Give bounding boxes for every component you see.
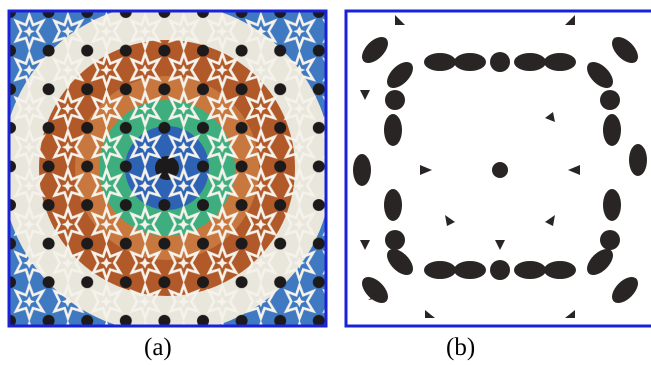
figure-panels: [0, 0, 651, 330]
figure-page: {"panels": [{"label": "(a)"}, {"label": …: [0, 0, 651, 365]
panel-b-image: [347, 12, 651, 325]
panel-b-caption: (b): [446, 334, 475, 362]
panel-a-image: [2, 3, 332, 330]
panel-a-caption: (a): [144, 334, 172, 362]
